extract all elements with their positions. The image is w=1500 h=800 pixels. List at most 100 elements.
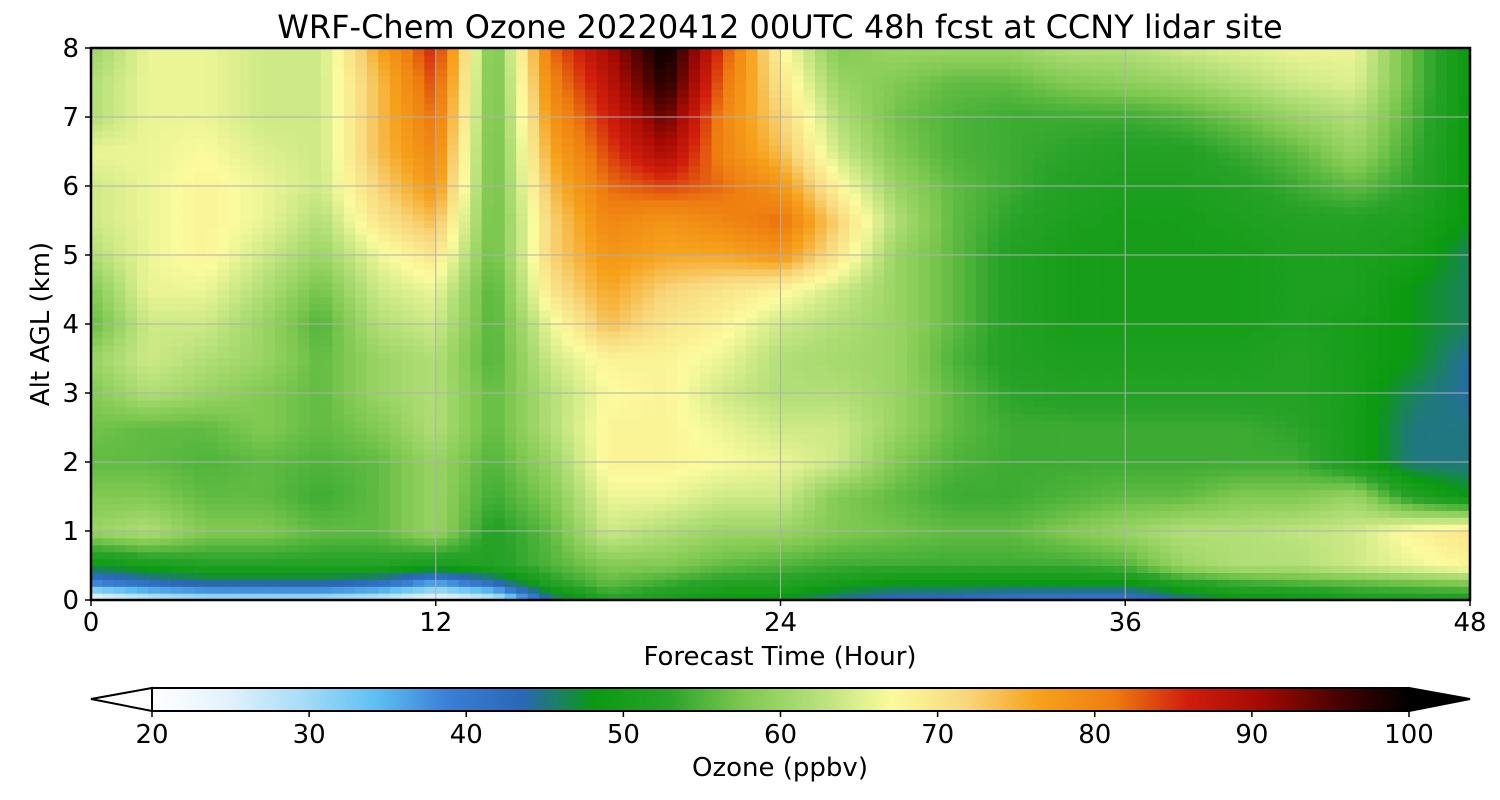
heatmap-cell [1251,337,1264,346]
heatmap-cell [343,351,356,360]
heatmap-cell [205,468,219,477]
heatmap-cell [1240,399,1253,408]
heatmap-cell [182,517,196,525]
heatmap-cell [1412,537,1425,546]
heatmap-cell [1263,406,1276,415]
heatmap-cell [975,365,988,373]
heatmap-cell [619,427,632,435]
heatmap-cell [1090,455,1103,463]
heatmap-cell [1389,448,1402,456]
heatmap-cell [527,413,540,422]
heatmap-cell [1079,475,1092,484]
heatmap-cell [182,434,196,442]
heatmap-cell [906,524,919,532]
heatmap-cell [205,572,219,580]
heatmap-cell [1021,524,1034,532]
heatmap-cell [573,337,586,346]
heatmap-cell [309,503,322,511]
heatmap-cell [366,531,379,539]
heatmap-cell [883,358,897,366]
heatmap-cell [355,372,368,380]
heatmap-cell [1148,324,1161,332]
heatmap-cell [389,496,402,504]
heatmap-cell [1217,482,1230,491]
heatmap-cell [1263,434,1276,442]
heatmap-cell [688,337,701,346]
heatmap-cell [1125,406,1138,415]
heatmap-cell [1378,317,1391,325]
heatmap-cell [1228,317,1241,325]
heatmap-cell [1194,524,1207,532]
heatmap-cell [1125,579,1138,587]
heatmap-cell [1435,386,1448,394]
heatmap-cell [1159,551,1172,560]
heatmap-cell [458,337,471,346]
heatmap-cell [1090,420,1103,429]
heatmap-cell [171,524,184,532]
heatmap-cell [987,386,1000,394]
heatmap-cell [918,372,931,380]
heatmap-cell [1274,489,1287,498]
heatmap-cell [1435,365,1448,373]
heatmap-cell [320,351,333,360]
heatmap-cell [1447,358,1460,366]
heatmap-cell [746,551,759,560]
heatmap-cell [1332,579,1345,587]
heatmap-cell [746,531,759,539]
heatmap-cell [665,586,678,594]
heatmap-cell [102,503,115,511]
heatmap-cell [1389,489,1402,498]
heatmap-cell [1113,496,1126,504]
heatmap-cell [1159,572,1172,580]
heatmap-cell [1424,344,1437,353]
heatmap-cell [240,413,253,422]
heatmap-cell [1033,531,1046,539]
heatmap-cell [136,517,150,525]
heatmap-cell [539,455,552,463]
heatmap-cell [1079,468,1092,477]
heatmap-cell [1435,330,1448,339]
heatmap-cell [964,537,977,546]
heatmap-cell [654,572,667,580]
heatmap-cell [148,420,161,429]
heatmap-cell [1286,399,1299,408]
heatmap-cell [91,406,104,415]
heatmap-cell [182,537,196,546]
heatmap-cell [700,351,713,360]
heatmap-cell [906,475,919,484]
heatmap-cell [1010,537,1023,546]
heatmap-cell [309,558,322,567]
heatmap-cell [550,524,563,532]
heatmap-cell [263,434,276,442]
heatmap-cell [1424,386,1437,394]
heatmap-cell [91,496,104,504]
heatmap-cell [585,524,598,532]
heatmap-cell [125,565,138,573]
heatmap-cell [194,358,207,366]
heatmap-cell [906,510,919,518]
heatmap-cell [757,330,770,339]
heatmap-cell [550,468,563,477]
heatmap-cell [837,551,851,560]
heatmap-cell [274,482,287,491]
heatmap-cell [929,551,942,560]
heatmap-cell [251,531,264,539]
heatmap-cell [527,579,540,587]
heatmap-cell [274,365,287,373]
heatmap-cell [1412,365,1425,373]
heatmap-cell [297,468,310,477]
heatmap-cell [320,531,333,539]
heatmap-cell [1079,420,1092,429]
heatmap-cell [1228,537,1241,546]
heatmap-cell [1263,344,1276,353]
heatmap-cell [1389,572,1402,580]
heatmap-cell [562,351,575,360]
heatmap-cell [228,330,241,339]
heatmap-cell [136,448,150,456]
heatmap-cell [1401,393,1414,401]
heatmap-cell [814,317,828,325]
heatmap-cell [860,475,874,484]
heatmap-cell [619,434,632,442]
heatmap-cell [1401,413,1414,422]
heatmap-cell [309,455,322,463]
